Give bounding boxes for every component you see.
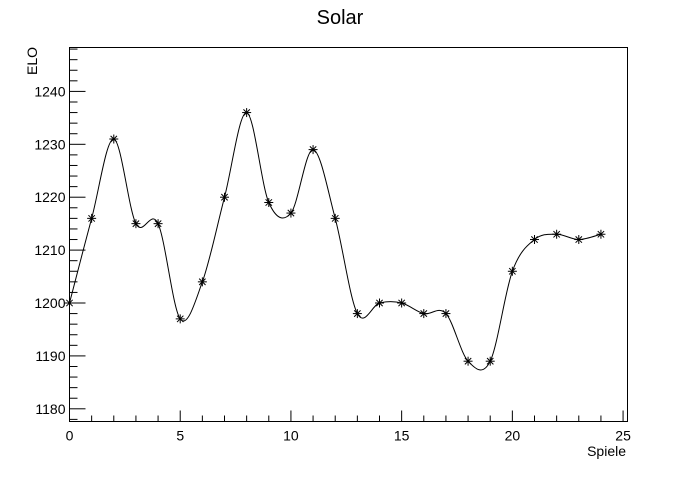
data-point xyxy=(153,219,163,229)
data-point xyxy=(419,309,429,319)
y-axis-ticks xyxy=(69,48,86,420)
y-axis-tick-labels: 1180 1190 1200 1210 1220 1230 1240 xyxy=(34,83,65,416)
data-point xyxy=(109,134,119,144)
plot-frame xyxy=(69,47,628,422)
x-axis-tick-labels: 0 5 10 15 20 25 xyxy=(66,428,631,444)
x-axis-label: Spiele xyxy=(587,443,626,459)
data-point xyxy=(463,356,473,366)
series-markers xyxy=(65,108,606,366)
data-point xyxy=(552,229,562,239)
data-point xyxy=(507,266,517,276)
data-point xyxy=(131,219,141,229)
data-point xyxy=(65,298,74,308)
data-point xyxy=(330,213,340,223)
data-point xyxy=(175,314,185,324)
y-tick-label: 1190 xyxy=(35,348,65,364)
y-tick-label: 1240 xyxy=(34,83,65,99)
y-tick-label: 1180 xyxy=(35,401,65,417)
data-point xyxy=(242,108,252,118)
data-point xyxy=(87,213,97,223)
data-point xyxy=(397,298,407,308)
data-point xyxy=(441,309,451,319)
data-point xyxy=(286,208,296,218)
x-tick-label: 25 xyxy=(615,428,631,444)
x-tick-label: 5 xyxy=(176,428,184,444)
y-tick-label: 1210 xyxy=(34,242,65,258)
data-point xyxy=(220,192,229,202)
x-tick-label: 10 xyxy=(283,428,299,444)
data-point xyxy=(574,235,584,245)
x-tick-label: 20 xyxy=(505,428,521,444)
data-point xyxy=(308,145,318,155)
data-point xyxy=(197,277,207,287)
chart-title: Solar xyxy=(317,7,364,29)
x-axis-ticks xyxy=(69,410,624,422)
data-point xyxy=(375,298,384,308)
data-point xyxy=(264,197,274,207)
y-tick-label: 1220 xyxy=(34,189,65,205)
data-point xyxy=(485,356,495,366)
series-line xyxy=(69,112,602,371)
y-axis-label: ELO xyxy=(24,47,40,75)
data-point xyxy=(596,229,606,239)
data-point xyxy=(352,309,362,319)
y-tick-label: 1200 xyxy=(34,295,65,311)
y-tick-label: 1230 xyxy=(34,136,65,152)
data-point xyxy=(530,235,539,245)
x-tick-label: 0 xyxy=(66,428,74,444)
x-tick-label: 15 xyxy=(394,428,410,444)
